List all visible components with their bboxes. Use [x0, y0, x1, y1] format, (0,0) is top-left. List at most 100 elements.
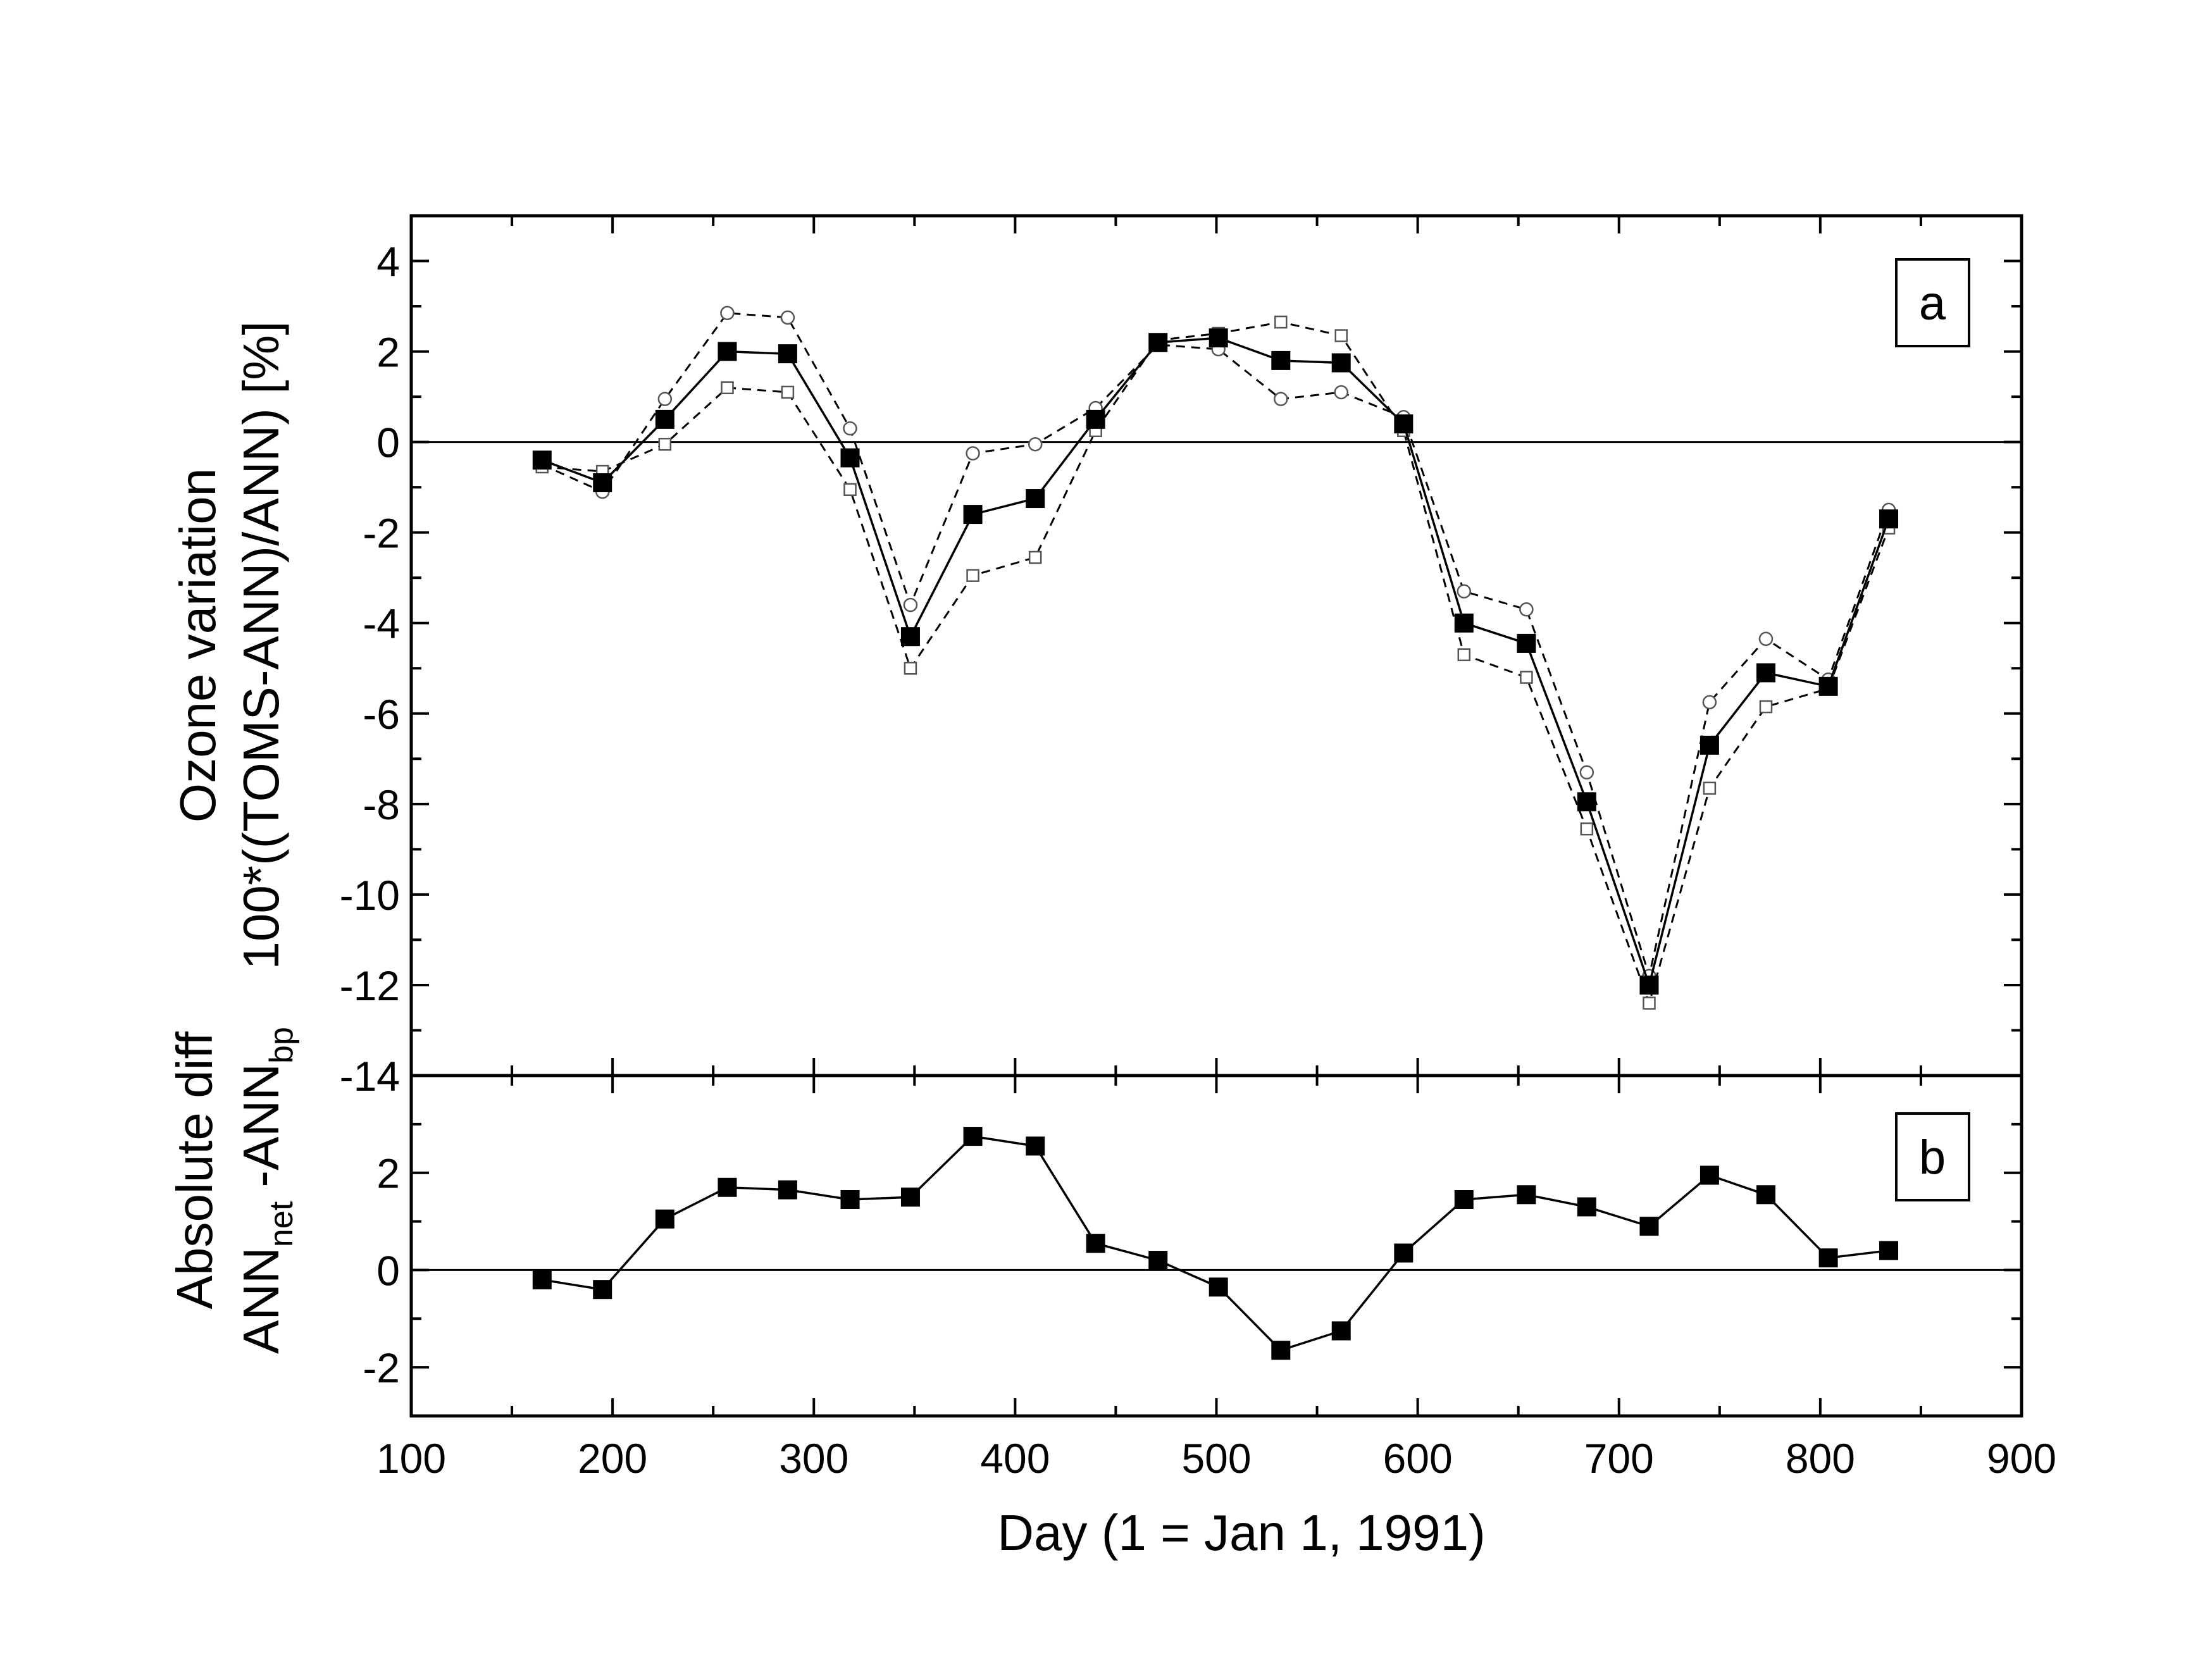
panel-a-point-filled-square — [655, 409, 674, 429]
panel-a-point-filled-square — [1454, 613, 1474, 633]
panel-a-point-open-circle — [966, 446, 980, 461]
x-tick-label: 200 — [578, 1435, 647, 1482]
panel-b-point-filled-square — [840, 1189, 860, 1209]
panel-b-ytick-label: -2 — [363, 1344, 400, 1391]
panel-a-point-open-square — [1703, 781, 1717, 795]
panel-a-point-open-circle — [1579, 765, 1594, 780]
panel-a-point-open-square — [721, 381, 734, 395]
panel-a-ytick-label: 2 — [376, 329, 400, 376]
panel-a-ozone-variation: 4 2 0 -2 -4 -6 -8 -10 -12 -14 — [340, 214, 2023, 1100]
x-tick-label: 800 — [1786, 1435, 1855, 1482]
panel-b-point-filled-square — [963, 1127, 983, 1146]
x-tick-label: 700 — [1584, 1435, 1654, 1482]
panel-b-ytick-label: 4 — [376, 1053, 400, 1100]
panel-a-ytick-label: -6 — [363, 691, 400, 738]
panel-a-ylabel-line-1: Ozone variation — [170, 468, 226, 822]
panel-a-label: a — [1919, 276, 1946, 330]
panel-b-point-filled-square — [1394, 1243, 1414, 1263]
x-axis-title: Day (1 = Jan 1, 1991) — [997, 1505, 1486, 1561]
panel-b-label-box — [1895, 1112, 1970, 1201]
panel-b-ylabel-line-1: Absolute diff — [166, 1031, 223, 1310]
panel-b-point-filled-square — [1086, 1234, 1105, 1253]
ann-bp-subscript: bp — [263, 1027, 300, 1064]
panel-a-point-filled-square — [1271, 351, 1291, 370]
panel-b-ytick-label: 0 — [376, 1247, 400, 1294]
x-tick-label: 900 — [1987, 1435, 2056, 1482]
panel-a-series-line-solid-filled-square — [542, 337, 1890, 990]
panel-a-point-filled-square — [840, 448, 860, 468]
panel-a-point-filled-square — [1879, 509, 1899, 529]
panel-b-point-filled-square — [1879, 1241, 1899, 1260]
panel-a-point-open-square — [1334, 329, 1348, 342]
panel-a-point-open-square — [658, 437, 672, 451]
panel-a-point-open-circle — [1519, 602, 1534, 617]
panel-a-point-open-square — [781, 385, 795, 399]
panel-b-ytick-label: 2 — [376, 1150, 400, 1197]
ann-bp-label: -ANN — [233, 1064, 289, 1201]
panel-b-point-filled-square — [1577, 1197, 1596, 1217]
panel-b-point-filled-square — [1818, 1248, 1838, 1268]
panel-a-point-open-square — [966, 569, 979, 582]
panel-a-ytick-label: -8 — [363, 781, 400, 828]
panel-b-point-filled-square — [1148, 1251, 1168, 1270]
panel-b-point-filled-square — [593, 1280, 612, 1300]
panel-a-point-filled-square — [1639, 975, 1659, 995]
panel-a-point-filled-square — [1026, 489, 1045, 509]
panel-a-point-filled-square — [1394, 414, 1414, 434]
panel-a-point-open-circle — [780, 310, 795, 325]
panel-a-point-open-circle — [1457, 584, 1472, 599]
ann-net-label: ANN — [233, 1247, 289, 1354]
panel-a-point-filled-square — [1517, 633, 1536, 653]
panel-a-point-filled-square — [593, 473, 612, 493]
panel-a-point-open-square — [1520, 671, 1533, 684]
panel-a-point-open-square — [1028, 550, 1042, 564]
panel-b-label: b — [1919, 1131, 1946, 1184]
panel-a-point-filled-square — [532, 450, 552, 470]
panel-a-point-filled-square — [1209, 328, 1228, 348]
panel-a-ytick-label: 4 — [376, 239, 400, 285]
panel-a-point-filled-square — [1699, 735, 1719, 755]
panel-b-absolute-diff: 4 2 0 -2 100 200 300 400 500 600 700 800 900 — [363, 1053, 2056, 1482]
panel-b-series-line-solid-filled-square — [542, 1135, 1889, 1352]
panel-a-point-open-circle — [843, 421, 857, 436]
panel-a-point-open-square — [1643, 996, 1656, 1010]
panel-a-label-box — [1895, 258, 1970, 347]
panel-b-point-filled-square — [1331, 1321, 1351, 1341]
panel-a-series-line-dashed-open-circle — [542, 312, 1890, 980]
panel-a-point-open-square — [904, 662, 917, 675]
panel-a-point-open-square — [1759, 700, 1773, 714]
panel-a-point-open-square — [843, 483, 857, 496]
panel-a-point-open-circle — [1028, 437, 1043, 452]
panel-b-ylabel-line-2: ANNnet -ANNbp — [233, 1027, 300, 1354]
panel-a-point-filled-square — [900, 627, 920, 647]
panel-b-point-filled-square — [718, 1177, 737, 1197]
panel-a-ylabel-line-2: 100*((TOMS-ANN)/ANN) [%] — [233, 321, 289, 969]
panel-b-point-filled-square — [1209, 1277, 1228, 1297]
panel-a-ytick-label: 0 — [376, 419, 400, 466]
panel-a-ytick-label: -2 — [363, 510, 400, 557]
x-tick-label: 600 — [1383, 1435, 1453, 1482]
panel-a-point-open-circle — [720, 306, 735, 321]
x-tick-label: 300 — [779, 1435, 848, 1482]
panel-a-point-filled-square — [1577, 792, 1596, 812]
panel-b-point-filled-square — [1026, 1136, 1045, 1156]
ann-net-subscript: net — [263, 1201, 300, 1247]
panel-b-point-filled-square — [778, 1180, 797, 1200]
panel-a-point-filled-square — [1148, 333, 1168, 352]
panel-b-point-filled-square — [1699, 1165, 1719, 1185]
panel-a-ytick-label: -4 — [363, 600, 400, 647]
panel-a-ytick-label: -10 — [340, 872, 400, 919]
panel-a-point-filled-square — [1756, 663, 1775, 683]
x-tick-label: 100 — [376, 1435, 446, 1482]
panel-b-point-filled-square — [900, 1188, 920, 1207]
panel-b-point-filled-square — [1271, 1341, 1291, 1360]
panel-a-point-open-circle — [1758, 631, 1774, 647]
panel-a-ytick-label: -12 — [340, 962, 400, 1009]
panel-a-point-open-circle — [1274, 392, 1288, 406]
panel-a-point-filled-square — [963, 505, 983, 524]
panel-a-point-open-square — [1274, 315, 1288, 329]
panel-a-point-open-circle — [1702, 695, 1717, 710]
panel-a-point-filled-square — [1818, 676, 1838, 696]
panel-a-point-open-square — [1457, 648, 1471, 662]
